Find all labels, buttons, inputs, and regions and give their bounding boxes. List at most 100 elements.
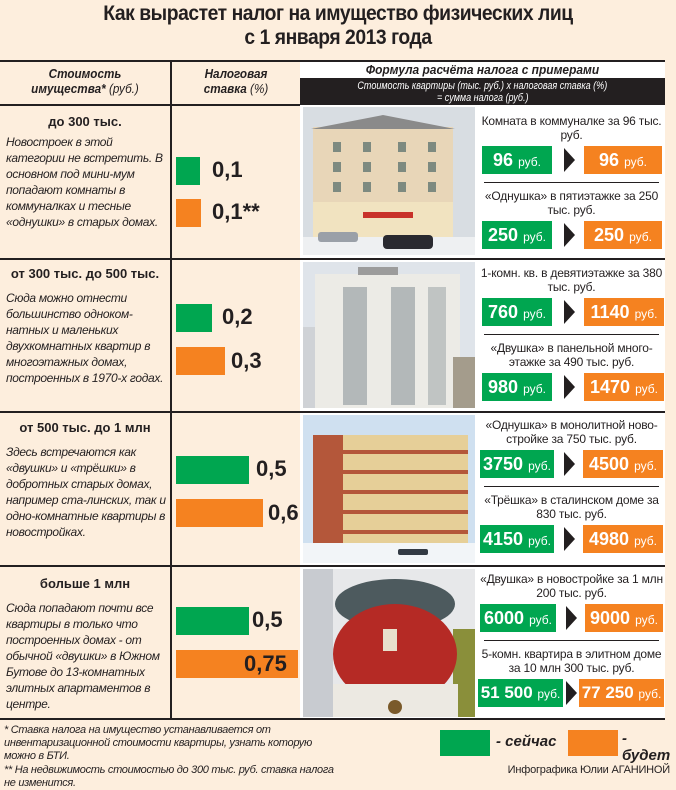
header-unit: (%) xyxy=(250,81,269,96)
amount-now: 980 руб. xyxy=(482,373,552,401)
legend-swatch-future xyxy=(568,730,618,756)
currency-label: руб. xyxy=(518,155,541,169)
amount-future-value: 1470 xyxy=(590,377,631,397)
amount-future-value: 9000 xyxy=(590,608,631,628)
rate-bar-now xyxy=(176,607,249,635)
divider xyxy=(0,565,665,567)
example-amounts: 980 руб. 1470 руб. xyxy=(478,373,665,401)
arrow-right-icon xyxy=(566,681,577,705)
page-title: Как вырастет налог на имущество физическ… xyxy=(27,2,649,50)
amount-future: 4500 руб. xyxy=(583,450,663,478)
currency-label: руб. xyxy=(537,687,561,701)
title-line-2: с 1 января 2013 года xyxy=(244,26,432,49)
arrow-right-icon xyxy=(564,223,575,247)
amount-now-value: 6000 xyxy=(484,608,525,628)
example-label: «Однушка» в пятиэтажке за 250 тыс. руб. xyxy=(484,189,659,217)
header-text: Стоимость xyxy=(48,66,122,81)
amount-future-value: 250 xyxy=(594,225,625,245)
arrow-right-icon xyxy=(564,527,575,551)
column-divider xyxy=(170,60,172,719)
divider xyxy=(0,60,665,62)
rate-bar-now xyxy=(176,456,249,484)
currency-label: руб. xyxy=(634,459,657,473)
example-label: 1-комн. кв. в девятиэтажке за 380 тыс. р… xyxy=(480,266,663,294)
amount-now: 760 руб. xyxy=(482,298,552,326)
currency-label: руб. xyxy=(624,155,647,169)
header-unit: (руб.) xyxy=(108,81,139,96)
amount-now-value: 96 xyxy=(493,150,514,170)
currency-label: руб. xyxy=(629,230,652,244)
example-amounts: 3750 руб. 4500 руб. xyxy=(478,450,665,478)
footnote-2: ** На недвижимость стоимостью до 300 тыс… xyxy=(4,764,334,789)
building-photo-new-monolith xyxy=(303,415,475,563)
example-block: «Однушка» в монолитной ново-стройке за 7… xyxy=(478,418,665,553)
header-tax-rate: Налоговая ставка (%) xyxy=(178,66,293,96)
amount-now: 3750 руб. xyxy=(480,450,554,478)
example-label: 5-комн. квартира в элитном доме за 10 мл… xyxy=(481,647,662,675)
formula-line-2: = сумма налога (руб.) xyxy=(436,92,529,104)
example-divider xyxy=(484,640,659,641)
amount-future-value: 77 250 xyxy=(581,683,634,702)
amount-now-value: 250 xyxy=(488,225,519,245)
amount-now-value: 760 xyxy=(488,302,519,322)
rate-future: 0,6 xyxy=(268,500,299,525)
rate-bar-future xyxy=(176,499,263,527)
header-formula-title: Формула расчёта налога с примерами xyxy=(365,62,600,77)
formula-line-1: Стоимость квартиры (тыс. руб.) x налогов… xyxy=(357,80,608,92)
rate-bar-future xyxy=(176,199,201,227)
amount-future: 96 руб. xyxy=(584,146,662,174)
amount-now: 6000 руб. xyxy=(480,604,556,632)
currency-label: руб. xyxy=(635,382,658,396)
currency-label: руб. xyxy=(529,613,552,627)
arrow-right-icon xyxy=(564,375,575,399)
example-block: Комната в коммуналке за 96 тыс. руб. 96 … xyxy=(478,114,665,249)
category-description: Здесь встречаются как «двушки» и «трёшки… xyxy=(6,445,166,539)
amount-now: 51 500 руб. xyxy=(478,679,563,707)
currency-label: руб. xyxy=(638,687,662,701)
amount-now: 96 руб. xyxy=(482,146,552,174)
amount-future: 9000 руб. xyxy=(585,604,663,632)
currency-label: руб. xyxy=(528,459,551,473)
arrow-right-icon xyxy=(564,300,575,324)
header-star: * xyxy=(101,81,106,96)
example-amounts: 250 руб. 250 руб. xyxy=(478,221,665,249)
category-description: Сюда можно отнести большинство одноком-н… xyxy=(6,291,164,385)
rate-bar-future xyxy=(176,347,225,375)
footnote-1: * Ставка налога на имущество устанавлива… xyxy=(4,724,312,762)
category-label: от 500 тыс. до 1 млн xyxy=(19,420,151,435)
example-divider xyxy=(484,182,659,183)
amount-now-value: 4150 xyxy=(483,529,524,549)
currency-label: руб. xyxy=(635,613,658,627)
category-label: от 300 тыс. до 500 тыс. xyxy=(10,266,160,281)
rate-now: 0,5 xyxy=(252,607,283,632)
currency-label: руб. xyxy=(523,230,546,244)
currency-label: руб. xyxy=(528,534,551,548)
amount-now: 250 руб. xyxy=(482,221,552,249)
example-label: «Двушка» в новостройке за 1 млн 200 тыс.… xyxy=(480,572,663,600)
category-label: больше 1 млн xyxy=(39,576,131,591)
amount-future: 4980 руб. xyxy=(583,525,663,553)
example-divider xyxy=(484,486,659,487)
header-text: ставка xyxy=(203,81,247,96)
header-text: Налоговая xyxy=(204,66,268,81)
amount-now-value: 51 500 xyxy=(480,683,533,702)
amount-future-value: 96 xyxy=(599,150,620,170)
divider xyxy=(0,258,665,260)
credit: Инфографика Юлии АГАНИНОЙ xyxy=(507,764,671,776)
example-label: «Трёшка» в сталинском доме за 830 тыс. р… xyxy=(484,493,659,521)
example-amounts: 760 руб. 1140 руб. xyxy=(478,298,665,326)
amount-future-value: 4500 xyxy=(589,454,630,474)
rate-now: 0,5 xyxy=(256,456,287,481)
example-label: «Однушка» в монолитной ново-стройке за 7… xyxy=(485,418,658,446)
example-amounts: 51 500 руб. 77 250 руб. xyxy=(478,679,665,707)
rate-now: 0,2 xyxy=(222,304,253,329)
rate-future: 0,3 xyxy=(231,348,262,373)
rate-bar-future xyxy=(176,650,298,678)
rate-now: 0,1 xyxy=(212,157,243,182)
amount-future: 1470 руб. xyxy=(584,373,664,401)
divider xyxy=(0,718,665,720)
example-divider xyxy=(484,334,659,335)
legend-swatch-now xyxy=(440,730,490,756)
category-description: Сюда попадают почти все квартиры в тольк… xyxy=(6,601,160,711)
example-block: 1-комн. кв. в девятиэтажке за 380 тыс. р… xyxy=(478,266,665,401)
